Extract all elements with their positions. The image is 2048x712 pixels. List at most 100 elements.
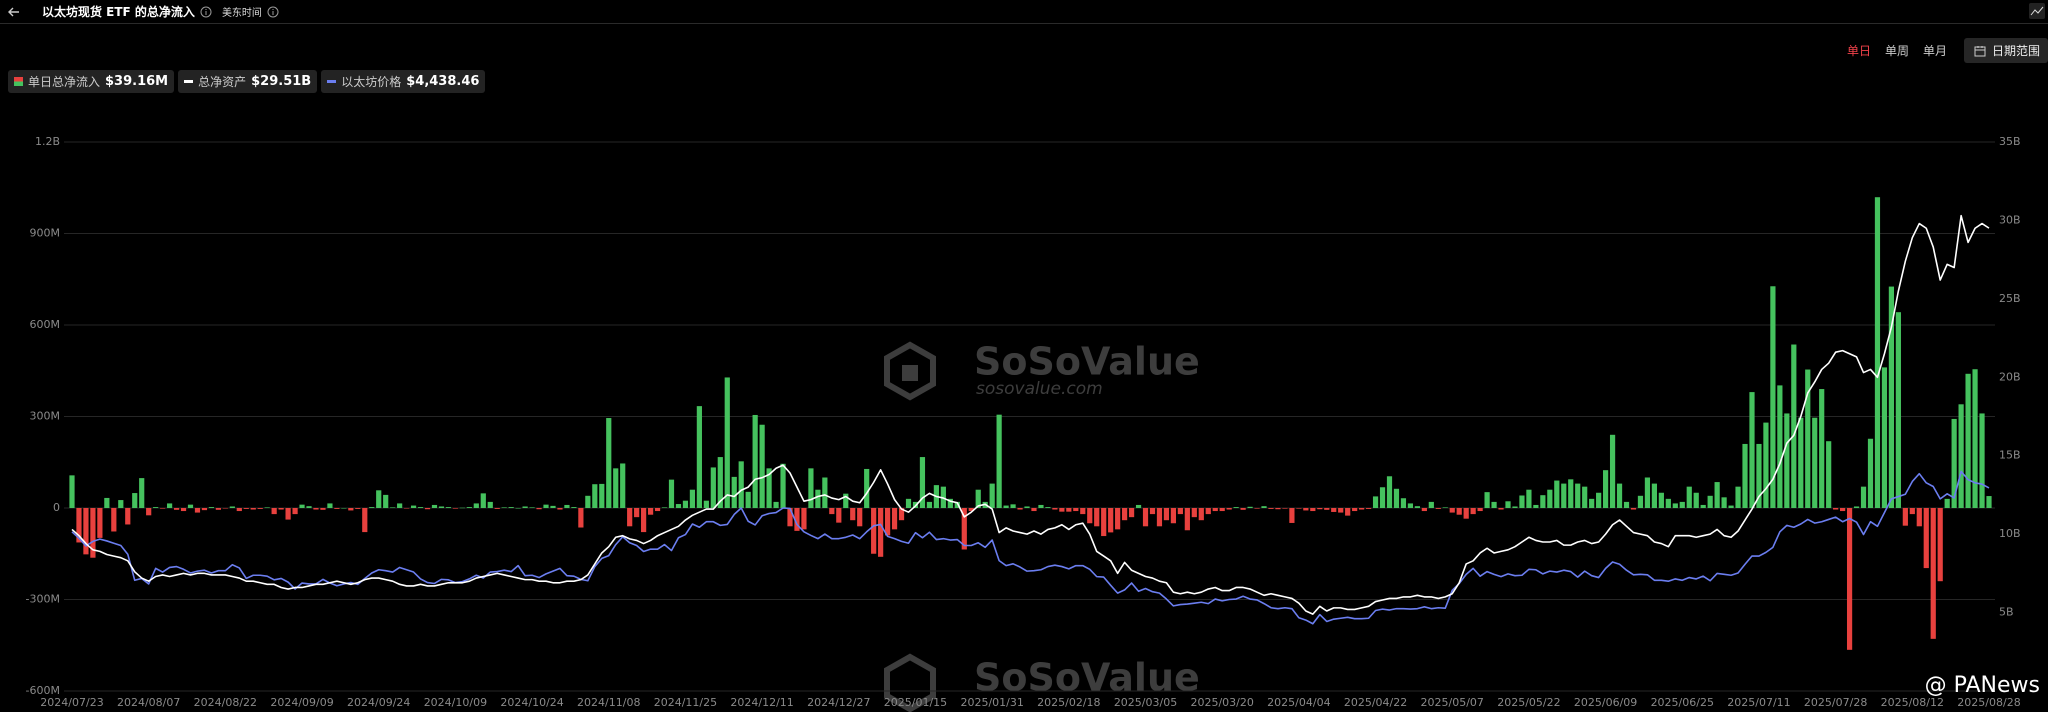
y2-tick-label: 30B: [1999, 213, 2021, 226]
watermark: SoSoValue sosovalue.com SoSoValue: [884, 340, 1200, 712]
bar: [1484, 492, 1490, 508]
x-tick-label: 2024/11/25: [654, 696, 717, 709]
bar: [83, 508, 89, 555]
bar: [1177, 508, 1183, 515]
bar: [271, 508, 277, 515]
bar: [1700, 504, 1706, 508]
x-tick-label: 2025/07/28: [1804, 696, 1867, 709]
bar: [1275, 508, 1281, 510]
x-tick-label: 2024/07/23: [40, 696, 103, 709]
bar: [1045, 507, 1051, 508]
bar: [1637, 495, 1644, 508]
bar: [1742, 443, 1748, 508]
bar: [1951, 418, 1957, 508]
legend-item[interactable]: 总净资产 $29.51B: [178, 70, 318, 93]
bar: [1791, 344, 1797, 508]
bar: [578, 508, 584, 528]
bar: [1400, 498, 1407, 508]
bar: [285, 508, 291, 520]
bar: [250, 508, 256, 510]
bar: [1763, 422, 1769, 508]
bar: [1798, 417, 1804, 508]
bar: [571, 507, 577, 508]
period-button[interactable]: 单日: [1846, 44, 1871, 58]
bar: [1909, 508, 1915, 515]
back-button[interactable]: [6, 4, 22, 20]
bar: [194, 508, 201, 513]
bar: [543, 504, 549, 508]
bar: [1846, 508, 1853, 650]
bar: [1108, 508, 1114, 533]
bar: [1470, 508, 1476, 515]
legend-name: 以太坊价格: [341, 75, 402, 89]
x-tick-label: 2025/01/31: [960, 696, 1023, 709]
bar: [397, 503, 403, 508]
bar: [1916, 508, 1922, 527]
bar: [654, 508, 661, 512]
bar: [1623, 501, 1630, 508]
bar: [1853, 506, 1860, 508]
legend-item[interactable]: 单日总净流入 $39.16M: [8, 70, 175, 93]
period-button[interactable]: 单月: [1922, 44, 1947, 58]
bar: [1212, 508, 1218, 512]
info-icon[interactable]: [200, 6, 212, 18]
bar: [1135, 504, 1142, 508]
bar: [1303, 508, 1309, 511]
bar: [327, 503, 333, 508]
bar: [585, 495, 591, 508]
chart-type-button[interactable]: [2028, 2, 2046, 20]
info-icon[interactable]: [267, 6, 279, 18]
bar: [1756, 443, 1762, 508]
x-tick-label: 2024/12/27: [807, 696, 870, 709]
bar: [431, 504, 438, 508]
bar: [536, 508, 542, 510]
bar: [222, 508, 228, 509]
bar: [668, 479, 675, 508]
bar: [1310, 508, 1316, 512]
bar: [229, 506, 235, 508]
x-tick-label: 2024/08/22: [194, 696, 257, 709]
bar: [1874, 197, 1881, 508]
bar: [201, 508, 208, 511]
bar: [90, 508, 96, 558]
bar: [613, 468, 619, 508]
bar: [1735, 486, 1741, 508]
bar: [1170, 508, 1177, 524]
legend-name: 总净资产: [198, 75, 247, 89]
bar: [1463, 508, 1469, 519]
bar: [1596, 492, 1602, 508]
x-tick-label: 2025/04/04: [1267, 696, 1330, 709]
bar: [438, 506, 445, 508]
bar: [1986, 496, 1992, 508]
date-range-button[interactable]: 日期范围: [1963, 38, 2048, 63]
bar: [884, 508, 891, 536]
bar: [557, 508, 563, 510]
bar: [1965, 373, 1971, 508]
bar: [180, 508, 187, 512]
bar: [1317, 508, 1323, 510]
bar: [891, 508, 898, 530]
legend-item[interactable]: 以太坊价格 $4,438.46: [321, 70, 486, 93]
bar: [1442, 507, 1448, 508]
period-button[interactable]: 单周: [1884, 44, 1909, 58]
x-tick-label: 2024/10/09: [424, 696, 487, 709]
bar: [815, 489, 821, 508]
bar: [1526, 489, 1532, 508]
bar: [1672, 503, 1678, 508]
bar: [1017, 508, 1023, 510]
bar: [1902, 508, 1908, 526]
y-tick-label: 900M: [30, 227, 61, 240]
bar: [341, 508, 347, 509]
bar: [1226, 508, 1232, 510]
bar: [1094, 508, 1100, 527]
bar: [1651, 483, 1657, 508]
bar: [1428, 501, 1434, 508]
bar: [1003, 505, 1009, 508]
bar: [1435, 508, 1441, 509]
bar: [975, 489, 981, 508]
bar: [1937, 508, 1943, 582]
bar: [404, 508, 410, 509]
bar: [1540, 495, 1546, 508]
bar: [592, 484, 598, 508]
y2-tick-label: 35B: [1999, 135, 2021, 148]
